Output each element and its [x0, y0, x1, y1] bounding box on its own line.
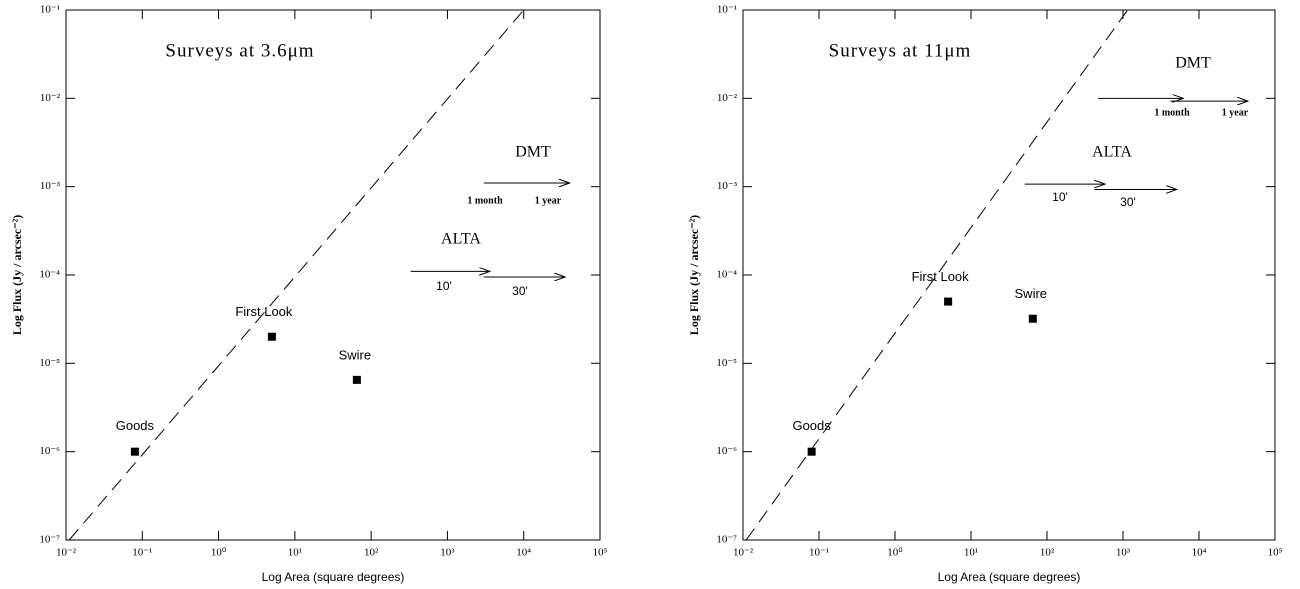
data-point [944, 297, 953, 306]
annotation: ALTA [1092, 144, 1132, 161]
data-point [352, 375, 361, 384]
y-tick-label: 10⁻⁵ [716, 357, 737, 369]
annotation: 10' [436, 279, 452, 293]
x-tick-label: 10² [1040, 547, 1055, 559]
annotation: 30' [512, 284, 528, 298]
y-tick-label: 10⁻⁷ [39, 534, 60, 546]
x-tick-label: 10⁻¹ [132, 547, 152, 559]
y-tick-label: 10⁻⁶ [716, 445, 737, 457]
point-label: Swire [1015, 286, 1048, 301]
x-tick-label: 10⁻² [733, 547, 754, 559]
data-point [130, 447, 139, 456]
x-tick-label: 10⁰ [887, 547, 903, 559]
x-tick-label: 10¹ [964, 547, 978, 559]
point-label: Goods [116, 418, 155, 433]
x-tick-label: 10³ [1116, 547, 1131, 559]
annotation: DMT [1175, 55, 1211, 72]
annotation: Surveys at 11μm [829, 40, 972, 61]
x-tick-label: 10⁻¹ [809, 547, 829, 559]
x-tick-label: 10⁵ [1268, 547, 1283, 559]
x-axis-label: Log Area (square degrees) [938, 570, 1081, 584]
x-tick-label: 10¹ [288, 547, 302, 559]
plot-frame [65, 9, 601, 541]
y-tick-label: 10⁻² [40, 92, 61, 104]
x-tick-label: 10² [364, 547, 379, 559]
plot-frame [742, 9, 1276, 541]
annotation: 10' [1052, 190, 1068, 204]
annotation: DMT [515, 144, 551, 161]
y-tick-label: 10⁻⁷ [716, 534, 737, 546]
y-tick-label: 10⁻¹ [40, 4, 60, 16]
y-axis-label: Log Flux (Jy / arcsec⁻²) [10, 215, 24, 335]
annotation: 30' [1120, 195, 1136, 209]
y-tick-label: 10⁻⁴ [716, 269, 737, 281]
y-tick-label: 10⁻¹ [717, 4, 737, 16]
annotation: 1 month [467, 195, 503, 206]
annotation: 1 month [1154, 107, 1190, 118]
y-tick-label: 10⁻⁶ [39, 445, 60, 457]
x-tick-label: 10³ [440, 547, 455, 559]
x-axis-label: Log Area (square degrees) [262, 570, 405, 584]
data-point [267, 332, 276, 341]
annotation: Surveys at 3.6μm [165, 40, 314, 61]
annotation: 1 year [1222, 107, 1249, 118]
y-tick-label: 10⁻³ [717, 180, 738, 192]
x-tick-label: 10⁵ [593, 547, 608, 559]
x-tick-label: 10⁻² [56, 547, 77, 559]
y-tick-label: 10⁻⁵ [39, 357, 60, 369]
annotation: ALTA [441, 231, 481, 248]
point-label: First Look [235, 304, 293, 319]
y-tick-label: 10⁻² [717, 92, 738, 104]
annotation: 1 year [535, 195, 562, 206]
y-tick-label: 10⁻⁴ [39, 269, 60, 281]
x-tick-label: 10⁰ [211, 547, 227, 559]
point-label: Goods [792, 418, 831, 433]
trend-line [68, 9, 525, 541]
y-tick-label: 10⁻³ [40, 180, 61, 192]
point-label: Swire [339, 347, 372, 362]
point-label: First Look [912, 269, 970, 284]
y-axis-label: Log Flux (Jy / arcsec⁻²) [687, 215, 701, 335]
x-tick-label: 10⁴ [516, 547, 531, 559]
x-tick-label: 10⁴ [1192, 547, 1207, 559]
data-point [1028, 314, 1037, 323]
data-point [807, 447, 816, 456]
